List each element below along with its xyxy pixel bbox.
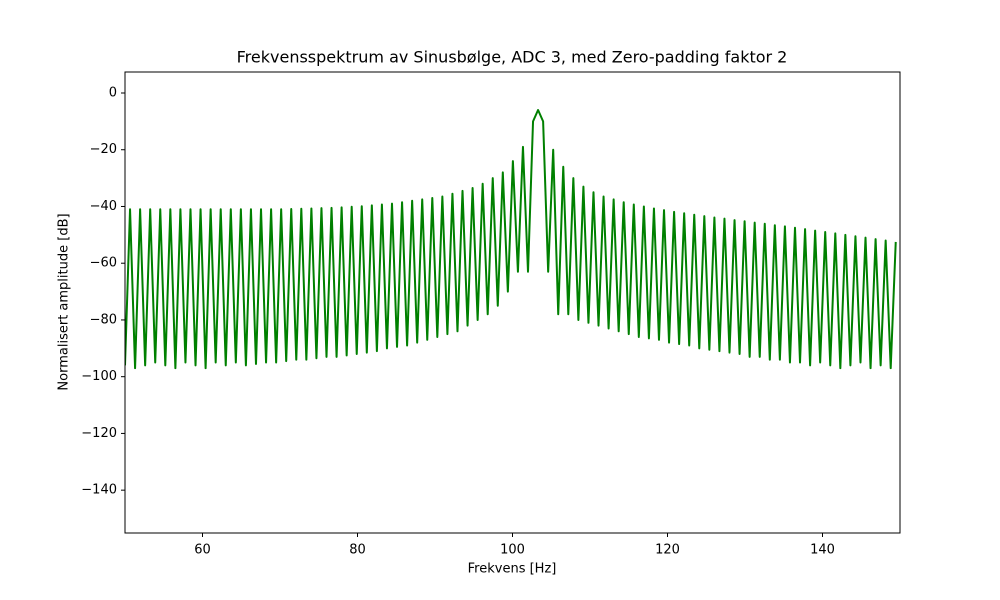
chart-title: Frekvensspektrum av Sinusbølge, ADC 3, m… — [237, 48, 788, 67]
plot-frame — [124, 71, 901, 534]
y-tick-label: −100 — [81, 369, 117, 384]
x-tick-label: 100 — [500, 543, 525, 558]
y-tick-label: 0 — [109, 85, 117, 100]
x-tick-label: 80 — [349, 543, 366, 558]
y-tick-label: −60 — [90, 256, 117, 271]
y-axis-label: Normalisert amplitude [dB] — [57, 213, 72, 390]
spectrum-line — [125, 109, 897, 370]
x-tick-label: 120 — [655, 543, 680, 558]
x-axis-label: Frekvens [Hz] — [468, 562, 557, 577]
y-tick-label: −140 — [81, 483, 117, 498]
y-tick-label: −20 — [90, 142, 117, 157]
x-tick-label: 60 — [194, 543, 211, 558]
y-tick-label: −120 — [81, 426, 117, 441]
x-tick-label: 140 — [810, 543, 835, 558]
y-tick-label: −40 — [90, 199, 117, 214]
y-tick-label: −80 — [90, 312, 117, 327]
